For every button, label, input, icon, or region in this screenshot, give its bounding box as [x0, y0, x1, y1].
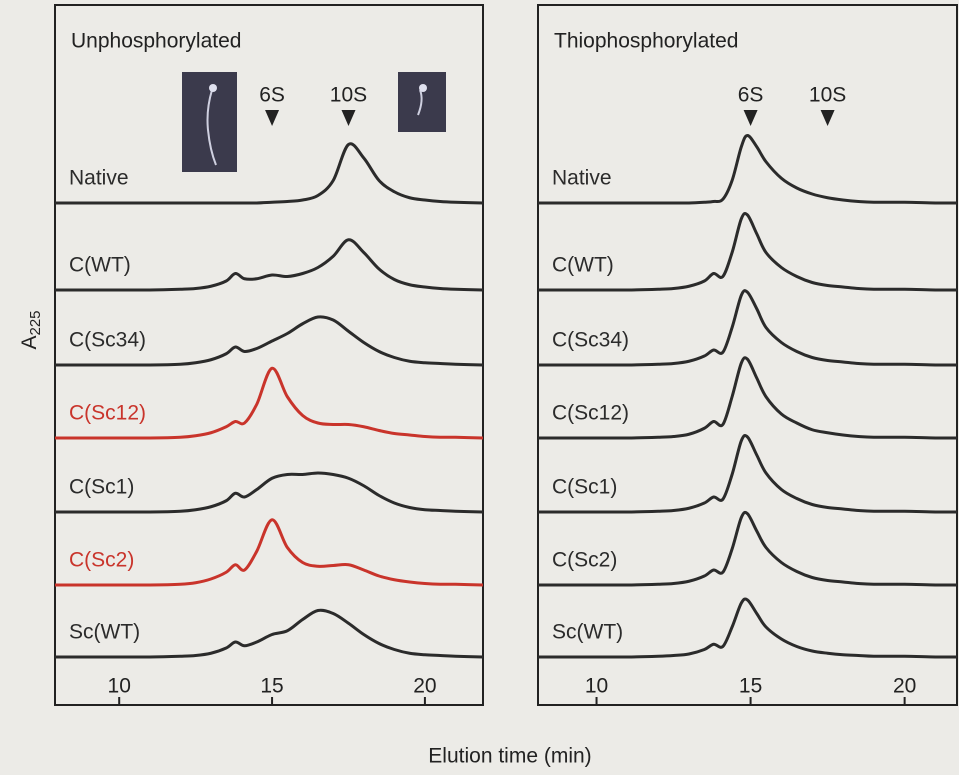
trace-label: Native	[69, 167, 129, 190]
trace-label: C(Sc34)	[69, 329, 146, 352]
trace-label: C(WT)	[552, 254, 614, 277]
trace	[55, 315, 484, 367]
y-axis-label-subscript: 225	[27, 310, 44, 335]
micrograph-molecule	[417, 89, 423, 116]
trace-label: C(WT)	[69, 254, 131, 277]
panel-title: Thiophosphorylated	[554, 30, 738, 53]
y-axis-label: A225	[18, 310, 44, 349]
trace-label: C(Sc2)	[69, 549, 134, 572]
panel-title: Unphosphorylated	[71, 30, 241, 53]
trace	[537, 434, 958, 514]
trace	[538, 597, 958, 659]
trace	[538, 510, 958, 587]
x-tick-label: 15	[739, 675, 762, 698]
x-tick-label: 10	[108, 675, 131, 698]
trace	[55, 238, 484, 292]
trace-label: C(Sc2)	[552, 549, 617, 572]
trace	[538, 134, 958, 205]
x-tick-label: 15	[260, 675, 283, 698]
trace-label: C(Sc34)	[552, 329, 629, 352]
micrograph-head	[419, 84, 427, 92]
trace	[538, 211, 958, 292]
x-tick-label: 20	[413, 675, 436, 698]
panel-frame	[54, 4, 484, 706]
trace-label: C(Sc12)	[552, 402, 629, 425]
trace-label: C(Sc1)	[552, 476, 617, 499]
trace	[54, 366, 484, 440]
trace-label: Sc(WT)	[552, 621, 623, 644]
trace	[537, 356, 958, 440]
marker-label: 10S	[330, 84, 367, 107]
marker-arrow	[820, 110, 835, 126]
marker-label: 6S	[259, 84, 285, 107]
trace-label: C(Sc12)	[69, 402, 146, 425]
panel-frame	[537, 4, 958, 706]
marker-arrow	[743, 110, 758, 126]
trace	[538, 289, 958, 367]
trace-label: Native	[552, 167, 612, 190]
trace	[55, 518, 484, 587]
trace	[55, 142, 484, 205]
micrograph-molecule	[206, 89, 217, 166]
y-axis-label-main: A	[18, 336, 41, 350]
x-axis-label: Elution time (min)	[428, 745, 591, 768]
trace-label: Sc(WT)	[69, 621, 140, 644]
marker-label: 10S	[809, 84, 846, 107]
marker-arrow	[341, 110, 356, 126]
trace-label: C(Sc1)	[69, 476, 134, 499]
trace	[55, 608, 484, 659]
micrograph-head	[209, 84, 217, 92]
x-tick-label: 10	[585, 675, 608, 698]
x-tick-label: 20	[893, 675, 916, 698]
marker-label: 6S	[738, 84, 764, 107]
trace	[54, 471, 484, 514]
marker-arrow	[265, 110, 280, 126]
